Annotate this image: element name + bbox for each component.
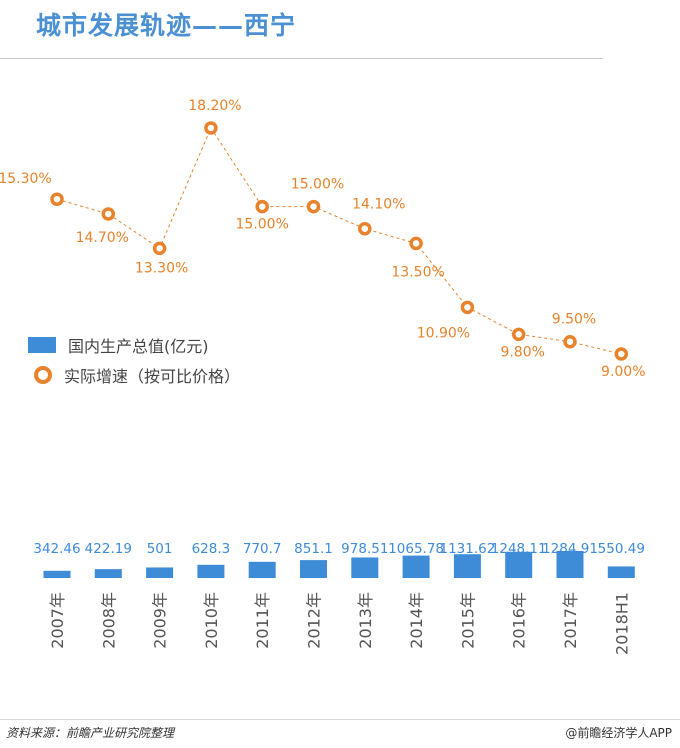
bar-value-label-3: 628.3 (192, 541, 231, 557)
bar-value-label-10: 1284.91 (542, 541, 598, 557)
app-credit: @前瞻经济学人APP (565, 726, 672, 740)
bar-value-label-7: 1065.78 (388, 541, 444, 557)
gdp-growth-chart: 342.46 422.19 501 628.3 770.7 851.1 978.51 1065… (0, 98, 646, 655)
growth-value-label-10: 9.50% (552, 312, 596, 328)
growth-point-6 (358, 221, 372, 236)
legend: 国内生产总值(亿元) 实际增速（按可比价格） (28, 330, 240, 390)
growth-line-path (56, 126, 622, 355)
growth-value-label-3: 18.20% (188, 98, 241, 114)
growth-value-label-1: 14.70% (76, 230, 129, 246)
growth-point-3 (204, 121, 218, 135)
bar-0 (43, 570, 71, 578)
bar-4 (248, 561, 276, 578)
gdp-bars: 342.46 422.19 501 628.3 770.7 851.1 978.51 1065… (33, 541, 645, 578)
bar-2 (146, 567, 174, 578)
growth-point-5 (306, 199, 321, 214)
bar-7 (402, 555, 430, 578)
growth-point-2 (152, 241, 167, 256)
bar-value-label-5: 851.1 (294, 541, 333, 557)
growth-point-10 (563, 334, 577, 349)
bar-5 (300, 560, 327, 578)
footer-divider (0, 719, 680, 720)
x-tick-label-6: 2013年 (356, 592, 375, 649)
bar-6 (351, 557, 379, 578)
bar-9 (505, 551, 533, 578)
growth-point-7 (409, 236, 423, 251)
legend-item-gdp: 国内生产总值(亿元) (28, 330, 240, 360)
x-tick-label-7: 2014年 (407, 592, 426, 649)
growth-value-label-8: 10.90% (417, 325, 470, 341)
title-divider (0, 58, 603, 59)
bar-8 (453, 554, 481, 578)
x-tick-label-11: 2018H1 (612, 592, 631, 655)
x-tick-label-5: 2012年 (305, 592, 324, 649)
growth-value-label-0: 15.30% (0, 171, 52, 187)
x-tick-label-8: 2015年 (458, 592, 477, 649)
bar-value-label-11: 550.49 (598, 541, 645, 557)
bar-value-label-0: 342.46 (33, 541, 80, 557)
bar-value-label-2: 501 (147, 541, 173, 557)
growth-line: 15.30% 14.70% 13.30% 18.20% 15.00% 15.00% 14.1… (0, 98, 646, 380)
bar-value-label-6: 978.51 (341, 541, 388, 557)
growth-point-1 (101, 207, 116, 221)
x-tick-label-1: 2008年 (99, 592, 118, 649)
growth-point-11 (614, 347, 629, 361)
growth-value-label-4: 15.00% (236, 217, 289, 233)
bar-value-label-9: 1248.11 (491, 541, 547, 557)
x-tick-label-0: 2007年 (48, 592, 67, 649)
page-title: 城市发展轨迹——西宁 (36, 11, 297, 40)
source-note: 资料来源：前瞻产业研究院整理 (6, 726, 175, 740)
growth-value-label-6: 14.10% (352, 197, 405, 213)
bar-value-label-1: 422.19 (85, 541, 132, 557)
growth-value-label-5: 15.00% (291, 177, 344, 193)
growth-value-label-9: 9.80% (500, 344, 544, 360)
bar-value-label-4: 770.7 (243, 541, 282, 557)
legend-label-growth: 实际增速（按可比价格） (64, 367, 241, 386)
x-tick-label-10: 2017年 (561, 592, 580, 649)
bar-11 (607, 566, 635, 578)
growth-value-label-11: 9.00% (601, 364, 645, 380)
growth-point-0 (50, 192, 64, 206)
x-tick-label-3: 2010年 (202, 592, 221, 649)
x-tick-label-2: 2009年 (151, 592, 170, 649)
bar-3 (197, 564, 225, 578)
growth-point-9 (511, 327, 526, 342)
growth-point-4 (255, 199, 269, 214)
x-tick-label-4: 2011年 (253, 592, 272, 649)
legend-swatch-gdp (28, 337, 56, 353)
bar-value-label-8: 1131.62 (439, 541, 495, 557)
growth-value-label-2: 13.30% (135, 260, 188, 276)
growth-value-label-7: 13.50% (391, 264, 444, 280)
x-axis-labels: 2007年 2008年 2009年 2010年 2011年 2012年 2013年 2014年… (48, 592, 631, 655)
x-tick-label-9: 2016年 (510, 592, 529, 649)
growth-point-8 (460, 300, 475, 315)
bar-1 (94, 569, 122, 578)
legend-swatch-growth (34, 366, 52, 384)
bar-10 (556, 551, 584, 578)
legend-item-growth: 实际增速（按可比价格） (28, 360, 240, 390)
legend-label-gdp: 国内生产总值(亿元) (68, 337, 209, 356)
